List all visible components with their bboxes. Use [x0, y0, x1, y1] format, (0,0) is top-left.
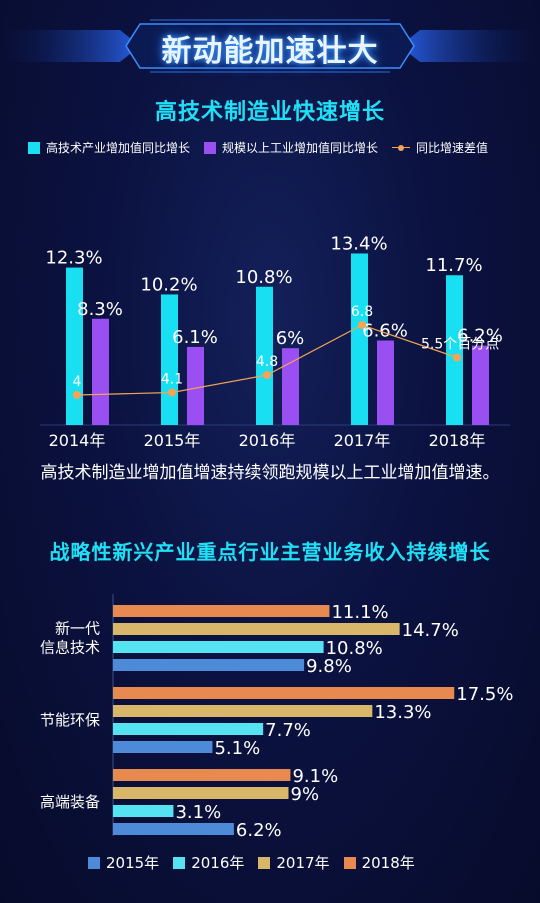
x-tick-label: 2018年 [429, 431, 486, 450]
legend-label: 规模以上工业增加值同比增长 [222, 141, 379, 155]
data-label: 5.1% [214, 738, 260, 759]
legend-item-industrial: 规模以上工业增加值同比增长 [204, 139, 378, 156]
bar-high-tech [446, 275, 463, 425]
data-label: 13.3% [374, 702, 431, 723]
data-label: 3.1% [175, 802, 221, 823]
category-label: 高端装备 [40, 793, 100, 811]
x-tick-label: 2014年 [49, 431, 106, 450]
banner-title: 新动能加速壮大 [161, 34, 379, 69]
data-label: 17.5% [456, 684, 513, 705]
difference-point [453, 353, 461, 362]
legend-swatch-sky [173, 856, 186, 869]
bar-2016年 [113, 723, 264, 735]
difference-label: 6.8 [351, 304, 373, 320]
legend-swatch-line [392, 144, 411, 151]
data-label: 10.8% [326, 638, 383, 659]
bar-industrial [92, 318, 109, 425]
legend-label: 2016年 [191, 854, 245, 872]
category-label: 新一代 [55, 620, 100, 638]
chart2-legend: 2015年 2016年 2017年 2018年 [88, 852, 429, 873]
difference-label: 5.5个百分点 [421, 337, 499, 353]
x-tick-label: 2016年 [239, 431, 296, 450]
legend-label: 2017年 [276, 854, 330, 872]
x-tick-label: 2017年 [334, 431, 391, 450]
data-label-high-tech: 10.2% [140, 274, 197, 295]
bar-industrial [187, 346, 204, 425]
bar-2015年 [113, 741, 213, 753]
legend-swatch-cyan [28, 141, 40, 154]
data-label: 9.1% [292, 766, 338, 787]
bar-2017年 [113, 623, 400, 635]
category-label: 节能环保 [40, 711, 100, 729]
data-label-industrial: 6% [276, 328, 305, 349]
bar-2015年 [113, 659, 305, 671]
bar-2017年 [113, 705, 373, 717]
bar-industrial [472, 345, 489, 425]
data-label: 9% [291, 784, 320, 805]
legend-label: 同比增速差值 [416, 141, 489, 155]
bar-2018年 [113, 605, 330, 617]
legend-item-difference: 同比增速差值 [392, 139, 488, 156]
legend-swatch-steel [88, 856, 100, 869]
difference-point [263, 371, 271, 379]
data-label-high-tech: 11.7% [425, 255, 482, 276]
legend-swatch-purple [204, 141, 217, 154]
chart1-title: 高技术制造业快速增长 [154, 100, 385, 125]
legend-label: 2018年 [361, 854, 415, 872]
category-label: 信息技术 [40, 639, 100, 657]
chart2-title: 战略性新兴产业重点行业主营业务收入持续增长 [49, 540, 491, 564]
bar-2016年 [113, 805, 174, 817]
legend-label: 2015年 [106, 854, 160, 872]
bar-high-tech [351, 253, 368, 425]
bar-industrial [377, 340, 394, 425]
legend-item-2018: 2018年 [343, 852, 415, 873]
data-label: 6.2% [236, 820, 282, 841]
data-label-high-tech: 13.4% [330, 233, 387, 254]
bar-high-tech [66, 267, 83, 425]
data-label-industrial: 8.3% [77, 299, 123, 320]
legend-swatch-amber [343, 856, 356, 869]
legend-item-high-tech: 高技术产业增加值同比增长 [28, 139, 190, 156]
bar-high-tech [256, 286, 273, 425]
bar-2016年 [113, 641, 324, 653]
chart1-legend: 高技术产业增加值同比增长 规模以上工业增加值同比增长 同比增速差值 [28, 139, 502, 156]
difference-label: 4 [73, 374, 82, 390]
difference-point [358, 321, 366, 329]
legend-swatch-gold [258, 856, 271, 869]
data-label-high-tech: 10.8% [235, 267, 292, 288]
data-label: 14.7% [402, 620, 459, 641]
data-label: 7.7% [265, 720, 311, 741]
legend-item-2015: 2015年 [88, 852, 159, 873]
difference-point [168, 388, 176, 397]
bar-2018年 [113, 769, 291, 781]
difference-label: 4.1 [161, 372, 183, 388]
bar-industrial [282, 348, 299, 425]
data-label-high-tech: 12.3% [45, 248, 102, 269]
chart1-caption: 高技术制造业增加值增速持续领跑规模以上工业增加值增速。 [40, 463, 500, 483]
difference-point [73, 391, 81, 399]
data-label: 9.8% [306, 656, 352, 677]
data-label-industrial: 6.2% [457, 326, 503, 347]
data-label: 11.1% [331, 602, 388, 623]
banner-decoration [0, 19, 540, 73]
legend-item-2017: 2017年 [258, 852, 330, 873]
bar-2018年 [113, 687, 455, 699]
bar-2015年 [113, 823, 234, 835]
legend-item-2016: 2016年 [173, 852, 244, 873]
x-tick-label: 2015年 [144, 431, 201, 450]
legend-label: 高技术产业增加值同比增长 [46, 141, 191, 155]
bar-2017年 [113, 787, 289, 799]
bar-high-tech [161, 294, 178, 425]
chart1-plot: 12.3% 8.3% 2014年 10.2% 6.1% 2015年 10.8% 6% 2016年… [40, 233, 510, 450]
data-label-industrial: 6.1% [172, 327, 218, 348]
difference-label: 4.8 [256, 354, 278, 370]
